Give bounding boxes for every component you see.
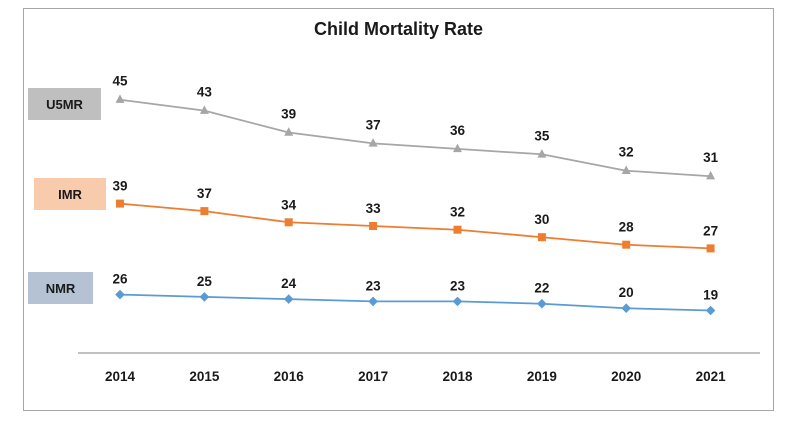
svg-text:28: 28: [619, 220, 635, 235]
svg-text:22: 22: [534, 281, 549, 296]
svg-text:26: 26: [112, 272, 128, 287]
svg-text:31: 31: [703, 150, 719, 165]
svg-text:37: 37: [197, 186, 212, 201]
svg-text:23: 23: [366, 278, 382, 293]
svg-text:2019: 2019: [527, 369, 557, 384]
svg-text:34: 34: [281, 197, 297, 212]
svg-text:35: 35: [534, 128, 550, 143]
svg-text:2015: 2015: [189, 369, 220, 384]
svg-text:33: 33: [366, 201, 382, 216]
svg-text:32: 32: [619, 145, 634, 160]
svg-text:37: 37: [366, 117, 381, 132]
svg-text:19: 19: [703, 288, 718, 303]
svg-text:2020: 2020: [611, 369, 641, 384]
svg-text:2017: 2017: [358, 369, 388, 384]
svg-text:39: 39: [281, 107, 296, 122]
svg-text:20: 20: [619, 285, 634, 300]
svg-text:25: 25: [197, 274, 213, 289]
svg-text:2016: 2016: [274, 369, 305, 384]
svg-text:43: 43: [197, 85, 213, 100]
svg-text:2018: 2018: [442, 369, 473, 384]
svg-text:30: 30: [534, 212, 549, 227]
svg-text:45: 45: [112, 74, 128, 89]
svg-text:27: 27: [703, 223, 718, 238]
svg-text:32: 32: [450, 205, 465, 220]
svg-text:39: 39: [112, 179, 127, 194]
svg-text:36: 36: [450, 123, 466, 138]
svg-text:24: 24: [281, 276, 297, 291]
svg-text:2021: 2021: [696, 369, 727, 384]
svg-text:23: 23: [450, 278, 466, 293]
svg-text:2014: 2014: [105, 369, 136, 384]
